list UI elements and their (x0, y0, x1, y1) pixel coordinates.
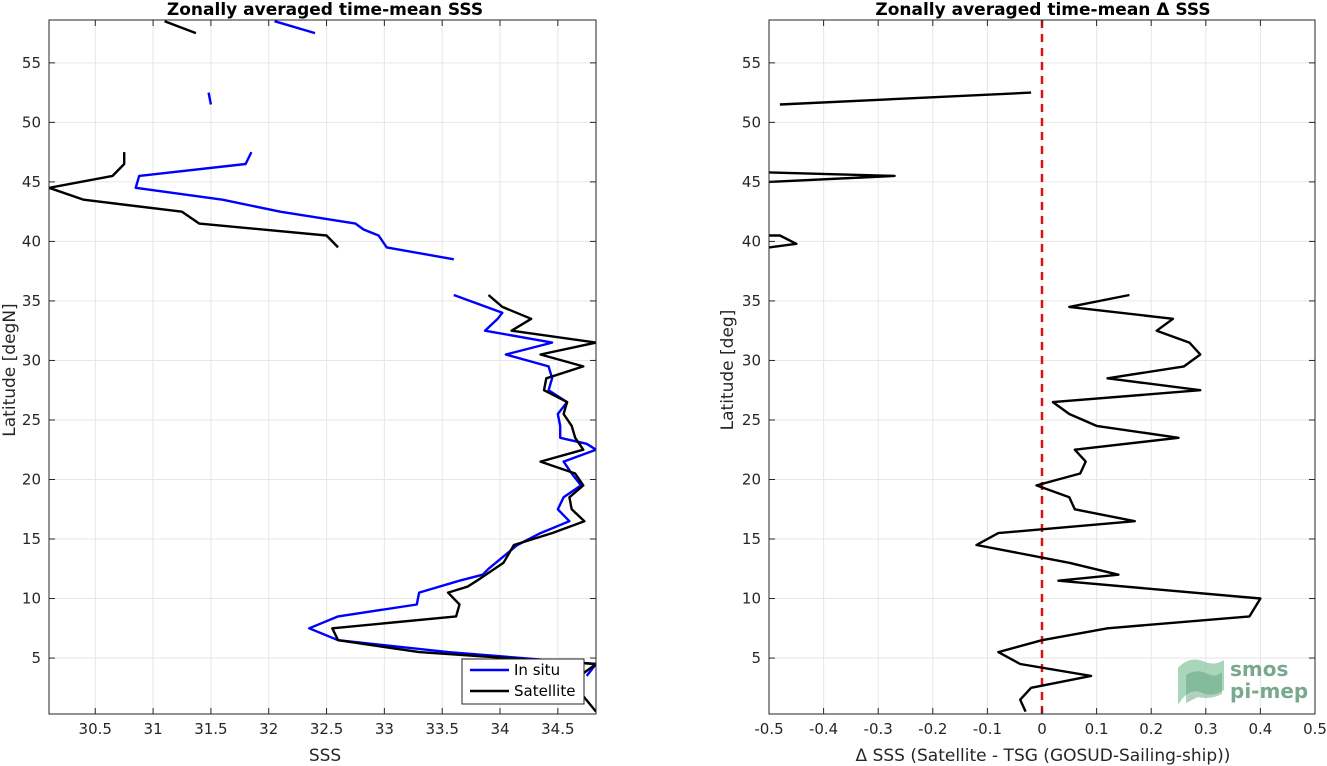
y-tick-label: 40 (22, 232, 41, 250)
logo-text-line2: pi-mep (1230, 679, 1308, 703)
series-line-delta-segment-1 (769, 171, 896, 184)
x-tick-label: 31.5 (194, 720, 227, 738)
y-tick-label: 5 (751, 649, 761, 667)
legend-label-in-situ: In situ (514, 661, 560, 679)
x-tick-label: 0.2 (1139, 720, 1163, 738)
y-tick-label: 40 (742, 232, 761, 250)
x-tick-label: 0.5 (1303, 720, 1327, 738)
right-chart-xlabel: Δ SSS (Satellite - TSG (GOSUD-Sailing-sh… (856, 746, 1231, 766)
x-tick-label: 32.5 (310, 720, 343, 738)
x-tick-label: -0.2 (918, 720, 947, 738)
y-tick-label: 50 (742, 113, 761, 131)
y-tick-label: 55 (22, 54, 41, 72)
series-line-satellite-segment-0 (164, 20, 197, 35)
series-line-in-situ-segment-0 (274, 20, 316, 35)
y-tick-label: 55 (742, 54, 761, 72)
series-line-delta-segment-0 (779, 91, 1032, 106)
y-tick-label: 30 (22, 351, 41, 369)
series-line-in-situ-segment-2 (134, 151, 455, 261)
right-chart-ylabel: Latitude [deg] (718, 310, 738, 431)
x-tick-label: 33.5 (425, 720, 458, 738)
x-tick-label: 32 (259, 720, 278, 738)
y-tick-label: 35 (22, 292, 41, 310)
right-chart-title: Zonally averaged time-mean Δ SSS (875, 0, 1210, 20)
y-tick-label: 20 (742, 470, 761, 488)
x-tick-label: 0.3 (1194, 720, 1218, 738)
x-tick-label: 0.1 (1085, 720, 1109, 738)
y-tick-label: 50 (22, 113, 41, 131)
left-chart-sss: Zonally averaged time-mean SSS SSS Latit… (0, 0, 597, 766)
series-line-satellite-segment-1 (49, 152, 339, 249)
x-tick-label: -0.3 (864, 720, 893, 738)
logo-wave-shade-icon (1186, 671, 1222, 703)
series-line-delta-segment-3 (975, 293, 1262, 713)
y-tick-label: 25 (742, 411, 761, 429)
legend-label-satellite: Satellite (514, 682, 575, 700)
x-tick-label: 34.5 (541, 720, 574, 738)
x-tick-label: -0.5 (754, 720, 783, 738)
y-tick-label: 35 (742, 292, 761, 310)
y-tick-label: 15 (22, 530, 41, 548)
y-tick-label: 25 (22, 411, 41, 429)
y-tick-label: 5 (31, 649, 41, 667)
y-tick-label: 20 (22, 470, 41, 488)
right-chart-delta-sss: Zonally averaged time-mean Δ SSS Δ SSS (… (718, 0, 1327, 766)
logo-text-line1: smos (1230, 657, 1288, 681)
x-tick-label: 34 (490, 720, 509, 738)
series-line-delta-segment-2 (769, 234, 798, 249)
y-tick-label: 10 (742, 590, 761, 608)
y-tick-label: 30 (742, 351, 761, 369)
left-chart-xlabel: SSS (309, 746, 341, 766)
legend-box (461, 658, 585, 705)
left-chart-ylabel: Latitude [degN] (0, 303, 20, 436)
series-line-in-situ-segment-3 (308, 293, 596, 677)
y-tick-label: 15 (742, 530, 761, 548)
x-tick-label: 0 (1037, 720, 1047, 738)
x-tick-label: 31 (144, 720, 163, 738)
left-chart-legend: In situ Satellite (461, 658, 585, 705)
series-line-satellite-segment-2 (331, 294, 596, 713)
x-tick-label: -0.1 (973, 720, 1002, 738)
left-grid (49, 20, 596, 714)
x-tick-label: 33 (375, 720, 394, 738)
smos-pi-mep-logo: smos pi-mep (1178, 657, 1308, 705)
y-tick-label: 45 (742, 173, 761, 191)
x-tick-label: 0.4 (1248, 720, 1272, 738)
x-tick-label: -0.4 (809, 720, 838, 738)
left-chart-title: Zonally averaged time-mean SSS (167, 0, 483, 20)
y-tick-label: 45 (22, 173, 41, 191)
series-line-in-situ-segment-1 (207, 92, 213, 105)
left-plot-area (48, 19, 597, 715)
x-tick-label: 30.5 (79, 720, 112, 738)
y-tick-label: 10 (22, 590, 41, 608)
